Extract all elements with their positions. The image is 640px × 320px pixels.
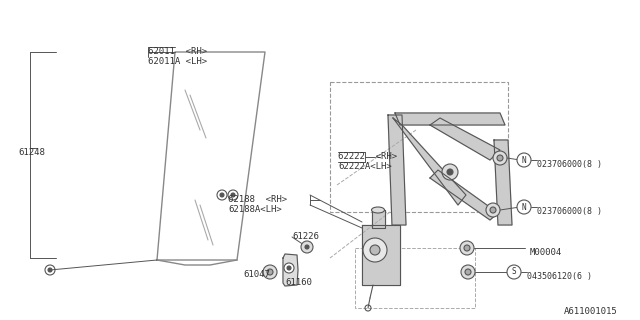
Text: 61248: 61248 (18, 148, 45, 157)
Polygon shape (283, 254, 298, 286)
Circle shape (460, 241, 474, 255)
Polygon shape (362, 225, 400, 285)
Polygon shape (430, 118, 500, 160)
Text: N: N (522, 203, 526, 212)
Polygon shape (372, 210, 385, 228)
Circle shape (442, 164, 458, 180)
Circle shape (493, 151, 507, 165)
Polygon shape (430, 170, 498, 220)
Bar (355, 248, 475, 308)
Text: 62222A<LH>: 62222A<LH> (338, 162, 392, 171)
Circle shape (486, 203, 500, 217)
Polygon shape (395, 113, 505, 125)
Text: N: N (522, 156, 526, 164)
Text: 61226: 61226 (292, 232, 319, 241)
Circle shape (517, 153, 531, 167)
Text: 62011A <LH>: 62011A <LH> (148, 57, 207, 66)
Polygon shape (393, 118, 466, 205)
Circle shape (231, 193, 235, 197)
Text: A611001015: A611001015 (564, 307, 618, 316)
Text: 62188A<LH>: 62188A<LH> (228, 205, 282, 214)
Circle shape (48, 268, 52, 272)
Polygon shape (388, 115, 406, 225)
Text: 62188  <RH>: 62188 <RH> (228, 195, 287, 204)
Circle shape (287, 266, 291, 270)
Circle shape (461, 265, 475, 279)
Circle shape (370, 245, 380, 255)
Circle shape (284, 263, 294, 273)
Text: M00004: M00004 (530, 248, 563, 257)
Text: 023706000(8 ): 023706000(8 ) (537, 207, 602, 216)
Text: S: S (512, 268, 516, 276)
Polygon shape (494, 140, 512, 225)
Text: 62011  <RH>: 62011 <RH> (148, 47, 207, 56)
Circle shape (263, 265, 277, 279)
Circle shape (517, 200, 531, 214)
Circle shape (464, 245, 470, 251)
Ellipse shape (371, 207, 385, 213)
Circle shape (363, 238, 387, 262)
Circle shape (497, 155, 503, 161)
Text: 043506120(6 ): 043506120(6 ) (527, 272, 592, 281)
Circle shape (305, 245, 309, 249)
Text: 62222  <RH>: 62222 <RH> (338, 152, 397, 161)
Circle shape (220, 193, 224, 197)
Circle shape (267, 269, 273, 275)
Text: 61047: 61047 (243, 270, 270, 279)
Text: 61160: 61160 (285, 278, 312, 287)
Text: 023706000(8 ): 023706000(8 ) (537, 160, 602, 169)
Circle shape (465, 269, 471, 275)
Circle shape (490, 207, 496, 213)
Bar (330, 82, 508, 212)
Circle shape (507, 265, 521, 279)
Circle shape (301, 241, 313, 253)
Circle shape (447, 169, 453, 175)
